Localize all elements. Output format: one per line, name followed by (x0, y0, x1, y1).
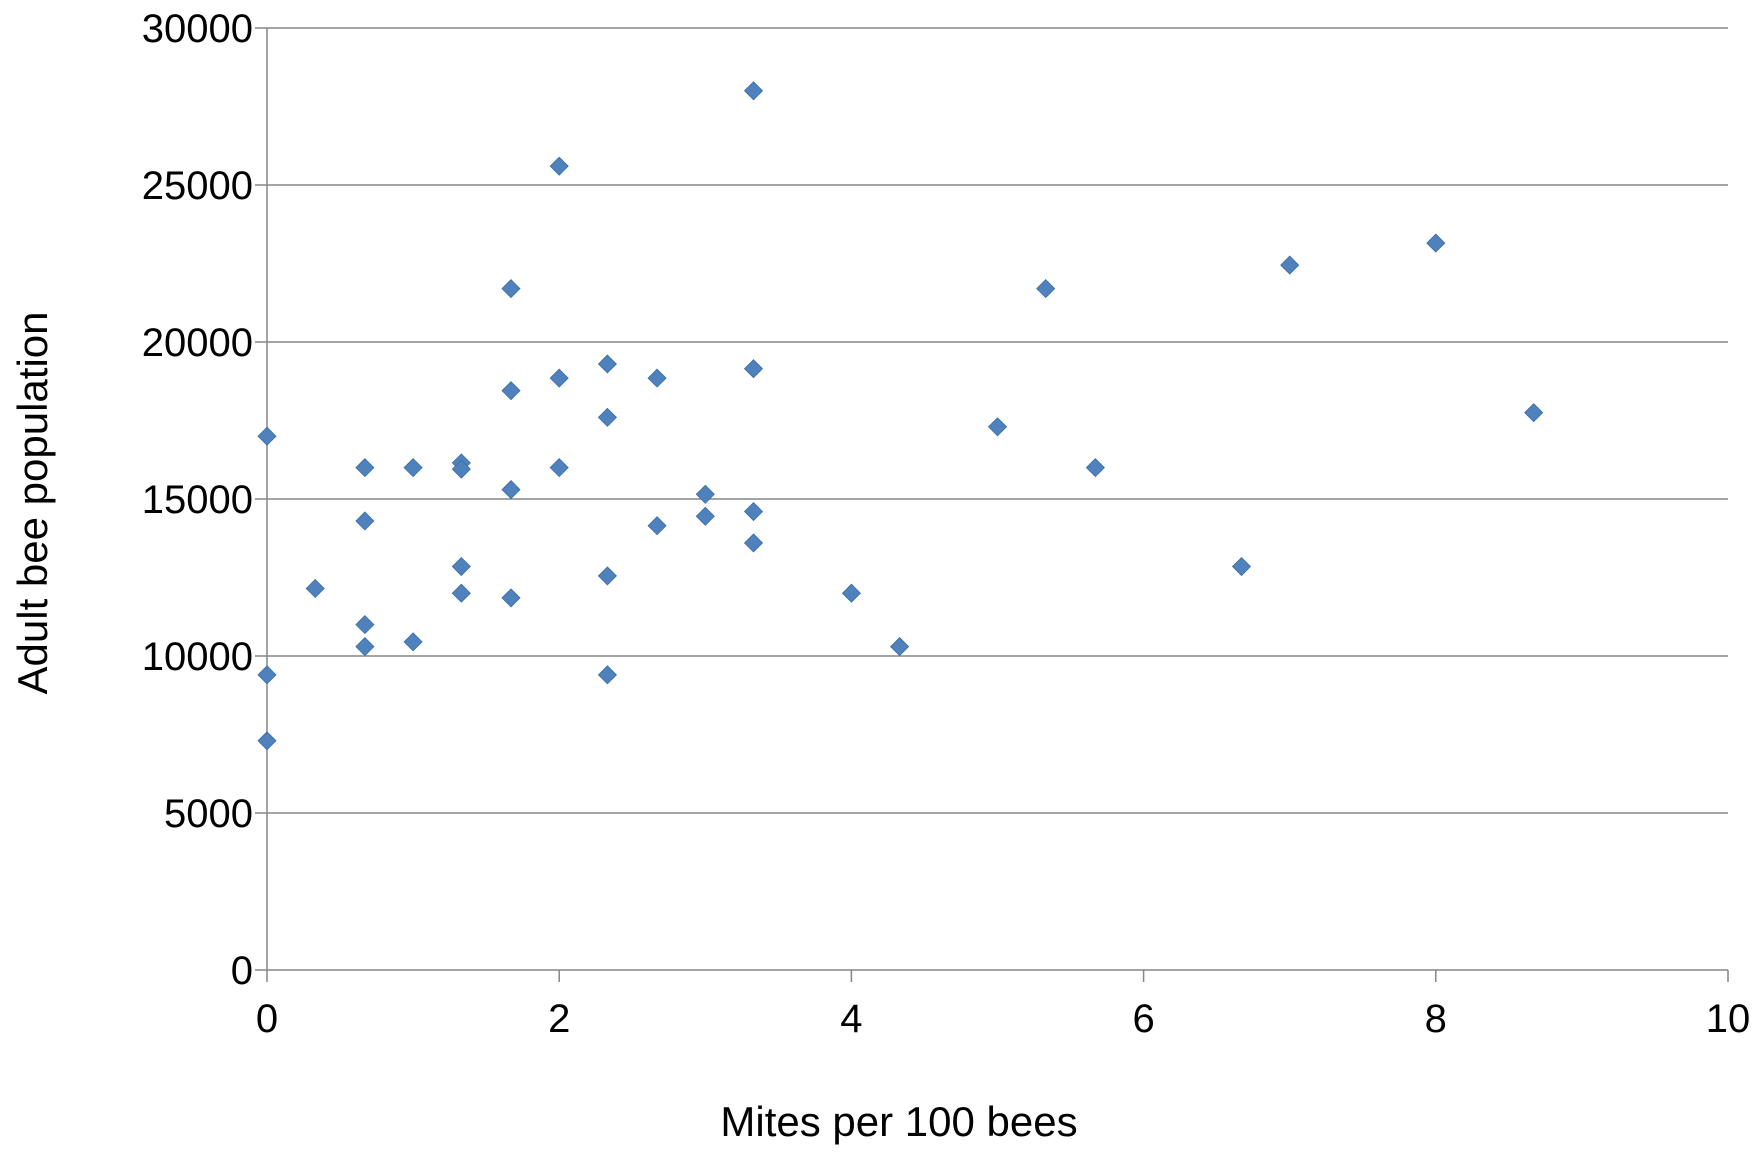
data-point (743, 359, 764, 379)
data-point (257, 731, 277, 751)
data-point (305, 578, 325, 599)
data-point (647, 516, 667, 536)
data-point (501, 480, 521, 500)
data-point (1524, 403, 1544, 423)
data-point (501, 279, 521, 299)
y-tick-label: 0 (231, 949, 253, 993)
data-point (257, 426, 277, 446)
y-tick-label: 20000 (142, 321, 253, 365)
data-point (451, 556, 471, 577)
x-tick-label: 0 (256, 997, 278, 1041)
data-point (695, 506, 715, 526)
tick-labels: 0 5000 10000 15000 20000 25000 30000 0 2 4 6 8 10 (142, 7, 1750, 1041)
data-point (890, 637, 910, 657)
x-axis-title: Mites per 100 bees (720, 1098, 1077, 1145)
data-point (355, 637, 375, 657)
data-point (451, 459, 471, 479)
gridlines (267, 27, 1728, 814)
data-point (987, 417, 1008, 437)
y-axis-title: Adult bee population (9, 312, 56, 695)
data-points (257, 81, 1544, 751)
data-point (841, 583, 861, 603)
data-point (743, 81, 764, 101)
data-point (597, 665, 617, 685)
y-tick-label: 10000 (142, 635, 253, 679)
data-point (597, 407, 617, 427)
y-tick-label: 5000 (164, 792, 253, 836)
data-point (597, 354, 617, 374)
y-tick-label: 30000 (142, 7, 253, 51)
x-tick-label: 6 (1132, 997, 1154, 1041)
data-point (1426, 233, 1446, 253)
data-point (355, 511, 375, 531)
y-tick-label: 15000 (142, 478, 253, 522)
data-point (501, 588, 521, 608)
data-point (549, 368, 569, 388)
data-point (743, 501, 764, 522)
x-tick-label: 10 (1706, 997, 1751, 1041)
x-tick-label: 4 (840, 997, 862, 1041)
data-point (695, 484, 715, 504)
y-tick-label: 25000 (142, 164, 253, 208)
data-point (1036, 279, 1056, 299)
data-point (647, 368, 667, 388)
data-point (1280, 255, 1300, 275)
data-point (501, 381, 521, 401)
data-point (597, 566, 617, 586)
data-point (257, 665, 277, 685)
data-point (1231, 556, 1252, 577)
data-point (549, 458, 569, 478)
data-point (451, 583, 471, 603)
data-point (549, 156, 569, 176)
data-point (1085, 458, 1105, 478)
data-point (403, 632, 423, 652)
axes (255, 27, 1729, 982)
data-point (403, 458, 423, 478)
data-point (743, 533, 764, 553)
x-tick-label: 2 (548, 997, 570, 1041)
data-point (355, 615, 375, 635)
x-tick-label: 8 (1425, 997, 1447, 1041)
data-point (355, 458, 375, 478)
